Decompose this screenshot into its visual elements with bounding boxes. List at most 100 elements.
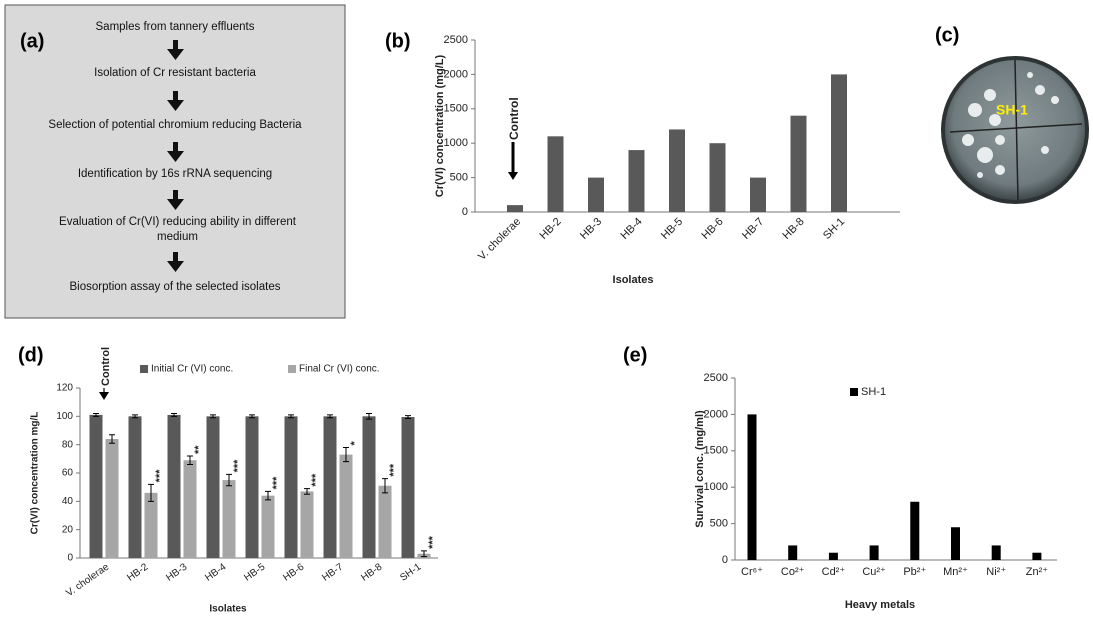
plate-label: SH-1 <box>996 102 1028 118</box>
x-tick-label: V. cholerae <box>64 561 111 599</box>
error-bar <box>171 413 177 417</box>
y-tick-label: 1500 <box>704 445 728 457</box>
x-axis-label: Isolates <box>613 274 654 286</box>
x-tick-label: HB-2 <box>537 216 563 242</box>
panel-label: (b) <box>385 30 411 52</box>
x-tick-label: Co²⁺ <box>781 566 805 578</box>
x-tick-label: HB-3 <box>578 216 604 242</box>
y-axis-label: Cr(VI) concentration mg/L <box>30 412 41 535</box>
significance-label: *** <box>388 463 400 477</box>
y-tick-label: 20 <box>62 524 74 535</box>
legend-swatch <box>140 365 148 373</box>
x-tick-label: HB-6 <box>281 561 306 583</box>
error-bar <box>187 455 193 465</box>
bar <box>105 439 119 558</box>
bar <box>378 485 392 558</box>
bar <box>788 545 798 560</box>
legend-swatch <box>288 365 296 373</box>
x-tick-label: HB-5 <box>659 216 685 242</box>
x-tick-label: HB-2 <box>125 561 150 583</box>
y-tick-label: 2500 <box>704 372 728 384</box>
y-tick-label: 120 <box>56 383 73 394</box>
panel-label: (a) <box>20 30 44 52</box>
panel-label: (d) <box>18 344 44 366</box>
x-tick-label: HB-4 <box>203 561 228 583</box>
bar <box>831 74 847 213</box>
y-tick-label: 0 <box>67 553 73 564</box>
y-tick-label: 2500 <box>444 34 468 46</box>
x-tick-label: Pb²⁺ <box>903 566 926 578</box>
legend-label: Final Cr (VI) conc. <box>299 364 380 375</box>
bar <box>284 416 298 558</box>
flow-arrows <box>167 40 184 272</box>
bar <box>828 552 838 560</box>
bar <box>144 492 158 558</box>
x-tick-label: HB-8 <box>359 561 384 583</box>
bar <box>750 177 766 212</box>
flow-step: Samples from tannery effluents <box>95 21 255 33</box>
bar <box>991 545 1001 560</box>
flow-step: Selection of potential chromium reducing… <box>48 119 302 131</box>
significance-label: *** <box>271 476 283 490</box>
significance-label: *** <box>154 469 166 483</box>
bar <box>588 177 604 212</box>
x-tick-label: V. cholerae <box>476 216 523 263</box>
bar <box>401 417 415 558</box>
y-tick-label: 1500 <box>444 103 468 115</box>
legend-label: SH-1 <box>861 386 886 398</box>
flow-step: Biosorption assay of the selected isolat… <box>69 281 281 293</box>
x-tick-label: HB-3 <box>164 561 189 583</box>
significance-label: *** <box>232 459 244 473</box>
annotation: Control <box>100 347 112 386</box>
y-tick-label: 1000 <box>444 137 468 149</box>
x-tick-label: Cr⁶⁺ <box>741 566 763 578</box>
x-tick-label: HB-5 <box>242 561 267 583</box>
bar <box>951 527 960 560</box>
bar <box>245 416 259 558</box>
error-bar <box>343 447 349 463</box>
bar <box>128 416 142 558</box>
y-tick-label: 2000 <box>444 68 468 80</box>
bar <box>547 136 564 212</box>
y-axis-label: Cr(VI) concentration (mg/L) <box>434 54 446 197</box>
annotation-arrowhead <box>508 172 518 180</box>
bar <box>869 545 879 560</box>
bar <box>167 414 181 558</box>
bar <box>206 416 220 558</box>
y-tick-label: 40 <box>62 496 74 507</box>
bar <box>1032 552 1042 560</box>
error-bar <box>304 488 310 495</box>
error-bar <box>93 413 99 417</box>
significance-label: *** <box>427 535 439 549</box>
bar <box>910 501 920 560</box>
error-bar <box>226 473 232 487</box>
x-tick-label: HB-8 <box>780 216 806 242</box>
x-tick-label: Zn²⁺ <box>1026 566 1049 578</box>
error-bar <box>327 414 333 419</box>
error-bar <box>405 415 411 419</box>
y-tick-label: 2000 <box>704 408 728 420</box>
bar <box>507 205 523 212</box>
bar <box>362 416 376 558</box>
flow-step: Identification by 16s rRNA sequencing <box>77 168 273 180</box>
x-axis-label: Isolates <box>209 604 247 615</box>
panel-label: (e) <box>623 344 647 366</box>
annotation: Control <box>507 97 521 140</box>
bar <box>747 414 757 560</box>
x-tick-label: SH-1 <box>398 561 423 583</box>
flow-step: Isolation of Cr resistant bacteria <box>94 67 256 79</box>
y-tick-label: 1000 <box>704 481 728 493</box>
error-bar <box>366 413 372 420</box>
error-bar <box>421 550 427 558</box>
bar <box>669 129 685 212</box>
error-bar <box>210 414 216 419</box>
y-tick-label: 80 <box>62 439 74 450</box>
y-tick-label: 0 <box>722 554 728 566</box>
petri-dish <box>941 56 1089 204</box>
y-tick-label: 100 <box>56 411 73 422</box>
x-tick-label: HB-7 <box>740 216 766 242</box>
significance-label: *** <box>310 473 322 487</box>
y-axis-label: Survival conc. (mg/ml) <box>694 410 706 528</box>
bar <box>89 414 103 558</box>
